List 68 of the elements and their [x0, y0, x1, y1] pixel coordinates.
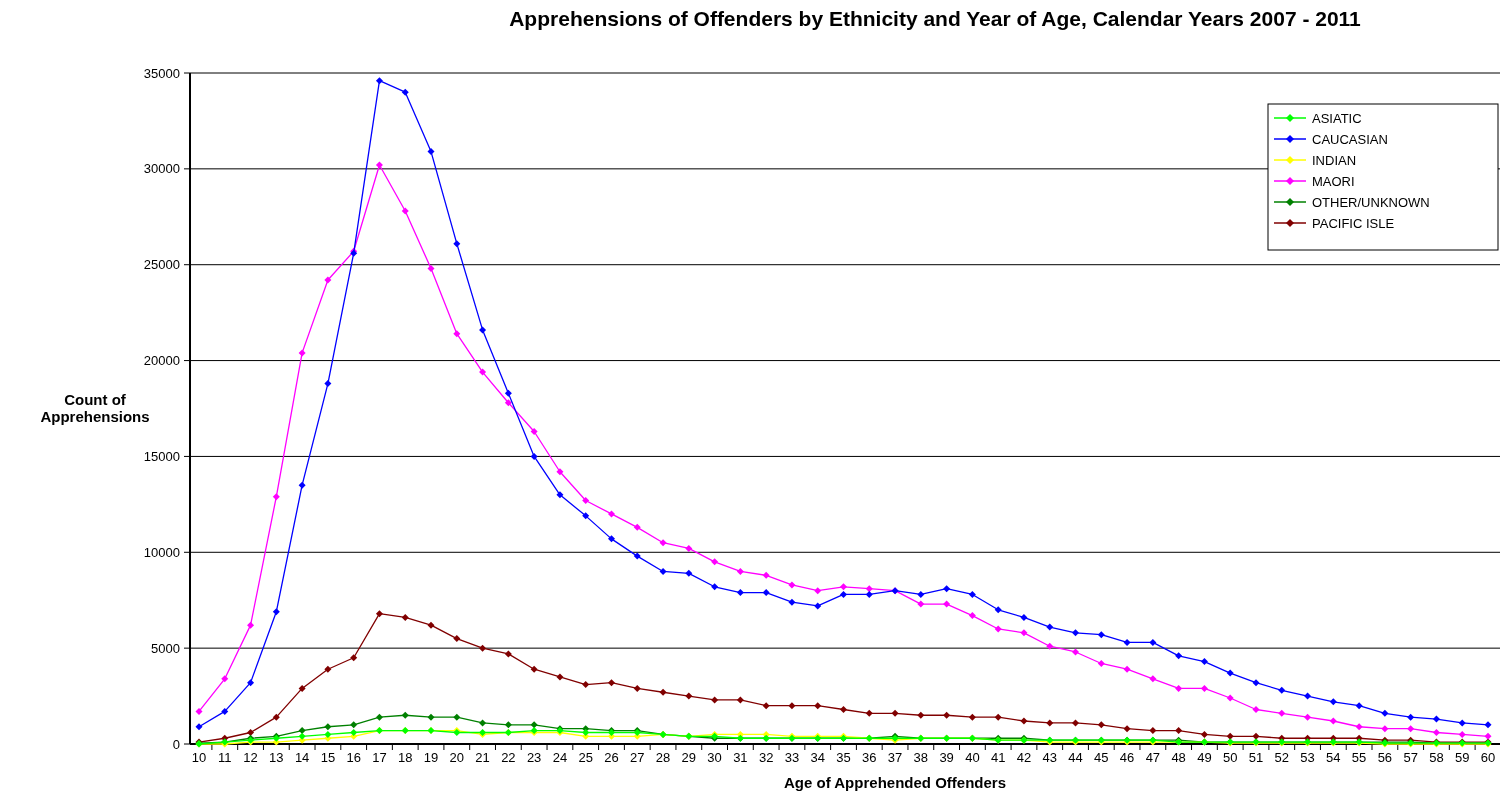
x-tick-label: 53 [1300, 750, 1315, 765]
x-tick-label: 45 [1094, 750, 1109, 765]
x-tick-label: 29 [681, 750, 697, 765]
x-tick-label: 25 [578, 750, 593, 765]
x-tick-label: 20 [449, 750, 465, 765]
x-tick-label: 44 [1068, 750, 1083, 765]
x-tick-label: 12 [243, 750, 258, 765]
x-tick-label: 50 [1222, 750, 1238, 765]
x-tick-label: 49 [1197, 750, 1212, 765]
x-tick-label: 30 [707, 750, 722, 765]
chart-title: Apprehensions of Offenders by Ethnicity and Year of Age, Calendar Years 2007 - 2011 [509, 7, 1362, 30]
x-tick-label: 11 [218, 750, 232, 765]
x-tick-label: 55 [1351, 750, 1367, 765]
x-tick-label: 33 [784, 750, 800, 765]
x-tick-label: 13 [269, 750, 284, 765]
x-tick-label: 60 [1480, 750, 1496, 765]
y-tick-label: 30000 [143, 161, 180, 177]
y-tick-label: 20000 [143, 353, 180, 369]
x-tick-label: 27 [630, 750, 645, 765]
x-tick-label: 19 [423, 750, 439, 765]
legend-label: CAUCASIAN [1312, 131, 1388, 147]
x-tick-label: 54 [1326, 750, 1341, 765]
x-tick-label: 24 [552, 750, 568, 765]
legend-label: ASIATIC [1312, 110, 1362, 126]
x-tick-label: 59 [1454, 750, 1470, 765]
x-tick-label: 41 [990, 750, 1006, 765]
x-tick-label: 36 [862, 750, 877, 765]
x-tick-label: 37 [887, 750, 903, 765]
x-tick-label: 26 [604, 750, 619, 765]
x-tick-label: 57 [1403, 750, 1418, 765]
y-tick-label: 0 [172, 736, 180, 752]
y-tick-label: 15000 [143, 448, 180, 464]
x-tick-label: 22 [501, 750, 516, 765]
legend-label: INDIAN [1312, 152, 1357, 168]
x-tick-label: 21 [475, 750, 490, 765]
x-tick-label: 35 [836, 750, 851, 765]
y-tick-label: 10000 [143, 544, 180, 560]
y-axis-title: Count of Apprehensions [40, 391, 150, 425]
y-tick-label: 25000 [143, 257, 180, 273]
y-tick-label: 35000 [143, 65, 180, 81]
y-tick-label: 5000 [151, 640, 180, 656]
x-tick-label: 58 [1429, 750, 1444, 765]
legend-label: MAORI [1312, 173, 1355, 189]
x-tick-label: 18 [398, 750, 413, 765]
x-tick-label: 39 [939, 750, 954, 765]
x-tick-label: 14 [294, 750, 310, 765]
x-tick-label: 15 [320, 750, 336, 765]
x-axis-title: Age of Apprehended Offenders [784, 774, 1006, 791]
x-tick-label: 34 [810, 750, 825, 765]
x-tick-label: 40 [965, 750, 980, 765]
x-tick-label: 23 [526, 750, 542, 765]
x-tick-label: 10 [191, 750, 207, 765]
x-tick-label: 32 [758, 750, 774, 765]
x-tick-label: 56 [1377, 750, 1393, 765]
legend-label: PACIFIC ISLE [1312, 215, 1395, 231]
x-tick-label: 43 [1042, 750, 1057, 765]
x-tick-label: 31 [733, 750, 748, 765]
x-tick-label: 38 [913, 750, 929, 765]
x-tick-label: 51 [1248, 750, 1264, 765]
x-tick-label: 17 [372, 750, 387, 765]
x-tick-label: 48 [1171, 750, 1186, 765]
x-tick-label: 47 [1145, 750, 1161, 765]
x-tick-label: 46 [1119, 750, 1135, 765]
x-tick-label: 28 [655, 750, 671, 765]
legend-label: OTHER/UNKNOWN [1312, 194, 1430, 210]
x-tick-label: 42 [1016, 750, 1032, 765]
x-tick-label: 16 [346, 750, 361, 765]
x-tick-label: 52 [1274, 750, 1289, 765]
